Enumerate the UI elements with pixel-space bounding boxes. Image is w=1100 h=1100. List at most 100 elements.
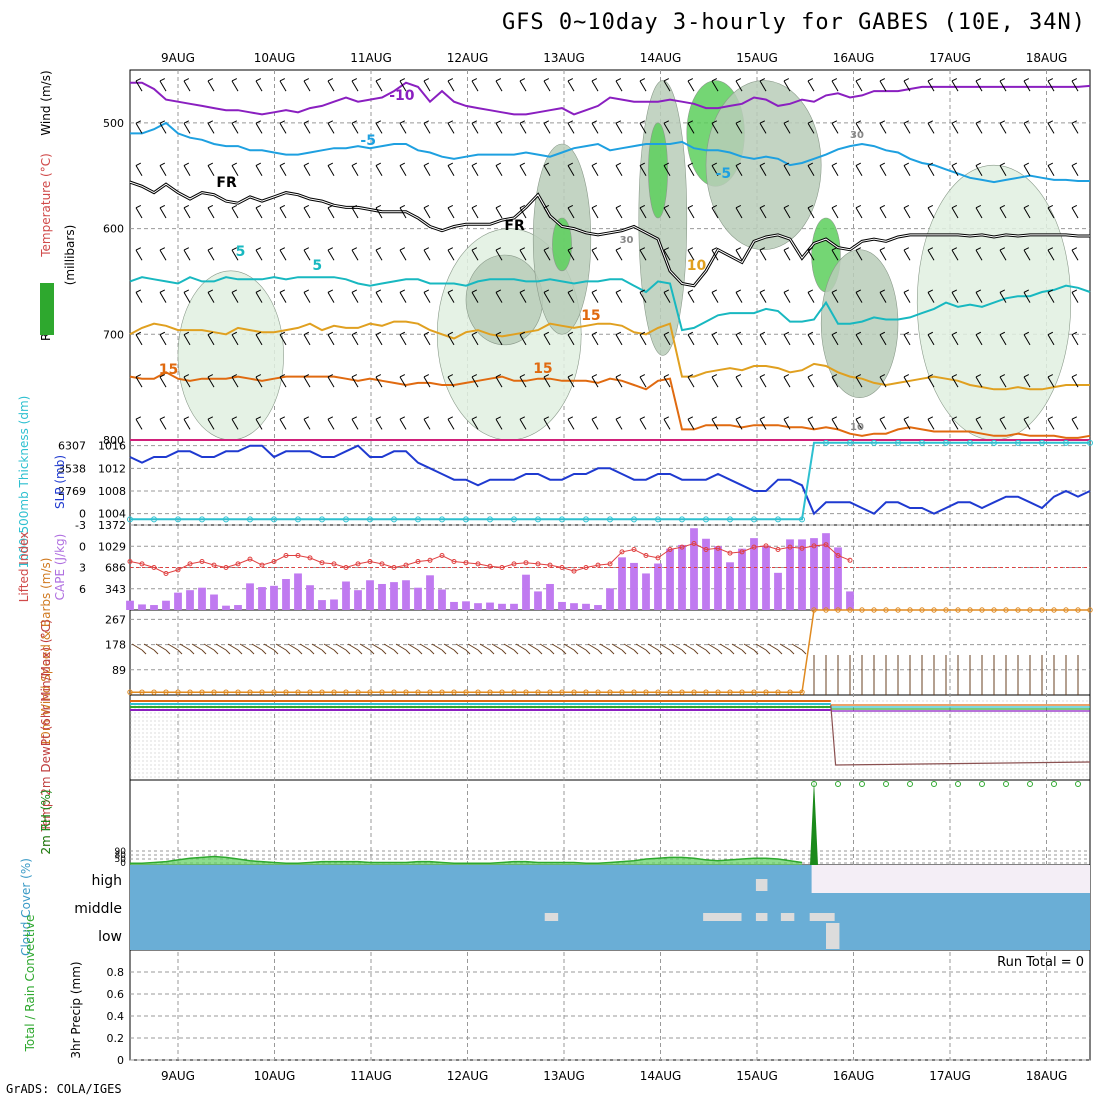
upper-wind-barb: [351, 292, 359, 303]
upper-wind-barb-flag: [759, 331, 766, 336]
upper-wind-barb-flag: [1023, 204, 1030, 209]
upper-wind-barb: [303, 418, 311, 430]
upper-wind-barb: [327, 165, 335, 176]
upper-wind-barb: [423, 122, 431, 134]
upper-wind-barb-flag: [231, 162, 238, 166]
surface-wind-barb-tail: [777, 649, 783, 655]
upper-wind-barb: [1047, 249, 1055, 261]
surface-wind-barb: [191, 643, 203, 651]
lifted-marker: [403, 562, 409, 568]
cape-tick-label: 343: [105, 583, 126, 596]
cape-bar: [462, 601, 470, 610]
upper-wind-barb: [999, 207, 1007, 219]
contour-label: FR: [504, 218, 525, 234]
upper-wind-barb-flag: [903, 331, 910, 336]
thickness-marker: [679, 516, 685, 523]
upper-wind-barb: [1047, 376, 1055, 388]
upper-wind-barb: [303, 122, 311, 134]
upper-wind-barb-flag: [543, 331, 550, 336]
upper-wind-barb: [279, 122, 287, 134]
upper-wind-barb: [255, 80, 263, 92]
upper-wind-barb-flag: [495, 162, 502, 166]
upper-wind-barb-flag: [207, 78, 214, 82]
wind-marker: [283, 689, 289, 695]
slp-tick-label: 1008: [98, 485, 126, 498]
cape-bar: [294, 573, 302, 610]
upper-wind-barb: [927, 80, 935, 92]
upper-wind-barb: [735, 207, 743, 219]
cape-bar: [174, 592, 182, 610]
upper-wind-barb-flag: [1023, 331, 1030, 336]
upper-wind-barb: [783, 249, 791, 261]
upper-wind-barb-flag: [495, 416, 502, 420]
surface-wind-barb-tail: [273, 649, 279, 655]
thickness-marker: [799, 516, 805, 523]
upper-wind-barb: [639, 334, 647, 346]
date-label-bottom: 18AUG: [1026, 1069, 1068, 1083]
rh2m-marker: [1027, 781, 1033, 787]
upper-wind-barb: [471, 80, 479, 92]
upper-wind-barb-flag: [903, 247, 910, 251]
upper-wind-barb: [879, 249, 887, 261]
surface-wind-barb: [419, 643, 431, 651]
upper-wind-barb: [831, 249, 839, 261]
cape-bar: [450, 601, 458, 610]
upper-wind-barb-flag: [567, 162, 574, 166]
upper-wind-barb: [927, 122, 935, 134]
upper-wind-barb: [231, 292, 239, 303]
upper-wind-barb-flag: [951, 289, 958, 293]
upper-wind-barb-flag: [687, 416, 694, 420]
thickness-marker: [199, 516, 205, 523]
upper-wind-barb-flag: [807, 247, 814, 251]
upper-wind-barb-flag: [1023, 374, 1030, 378]
upper-wind-barb: [711, 122, 719, 134]
thickness-marker: [271, 516, 277, 523]
lifted-marker: [223, 565, 229, 570]
upper-wind-barb-flag: [735, 374, 742, 378]
upper-wind-barb: [615, 292, 623, 303]
upper-wind-barb-flag: [159, 204, 166, 209]
surface-wind-barb: [527, 643, 539, 651]
surface-wind-barb: [743, 643, 755, 651]
upper-wind-barb: [615, 376, 623, 388]
upper-wind-barb: [879, 122, 887, 134]
cape-bar: [666, 548, 674, 610]
upper-wind-barb-flag: [399, 204, 406, 209]
upper-wind-barb: [183, 80, 191, 92]
lifted-marker: [679, 544, 685, 550]
upper-wind-barb-flag: [567, 374, 574, 378]
upper-wind-barb: [927, 165, 935, 176]
upper-wind-barb-flag: [447, 120, 454, 124]
wind-marker: [535, 689, 541, 695]
upper-wind-barb: [903, 292, 911, 303]
rh2m-marker: [1051, 781, 1057, 787]
upper-wind-barb: [759, 292, 767, 303]
upper-wind-barb: [1071, 80, 1079, 92]
temperature-axis-label: Temperature (°C): [39, 153, 53, 258]
upper-wind-barb: [975, 80, 983, 92]
upper-wind-barb-flag: [399, 247, 406, 251]
upper-wind-barb-flag: [519, 416, 526, 420]
wind-marker: [211, 689, 217, 695]
upper-wind-barb-flag: [663, 78, 670, 82]
lifted-marker: [655, 555, 661, 561]
upper-wind-barb: [159, 334, 167, 346]
upper-wind-barb: [423, 80, 431, 92]
upper-wind-barb: [135, 122, 143, 134]
upper-wind-barb-flag: [183, 162, 190, 166]
upper-wind-barb-flag: [423, 289, 430, 293]
upper-wind-barb-flag: [519, 162, 526, 166]
contour-label: 5: [236, 244, 246, 260]
upper-wind-barb-flag: [663, 331, 670, 336]
upper-wind-barb-flag: [279, 416, 286, 420]
surface-wind-barb-tail: [369, 649, 375, 655]
upper-wind-barb: [759, 334, 767, 346]
rh2m-marker: [907, 781, 913, 787]
upper-wind-barb-flag: [999, 247, 1006, 251]
upper-wind-barb-flag: [591, 374, 598, 378]
cape-bar: [138, 604, 146, 610]
thickness-tick-label: 0: [79, 508, 86, 521]
cape-bar: [690, 528, 698, 610]
upper-wind-barb: [519, 418, 527, 430]
isotherm-fr-inner: [129, 181, 1090, 287]
